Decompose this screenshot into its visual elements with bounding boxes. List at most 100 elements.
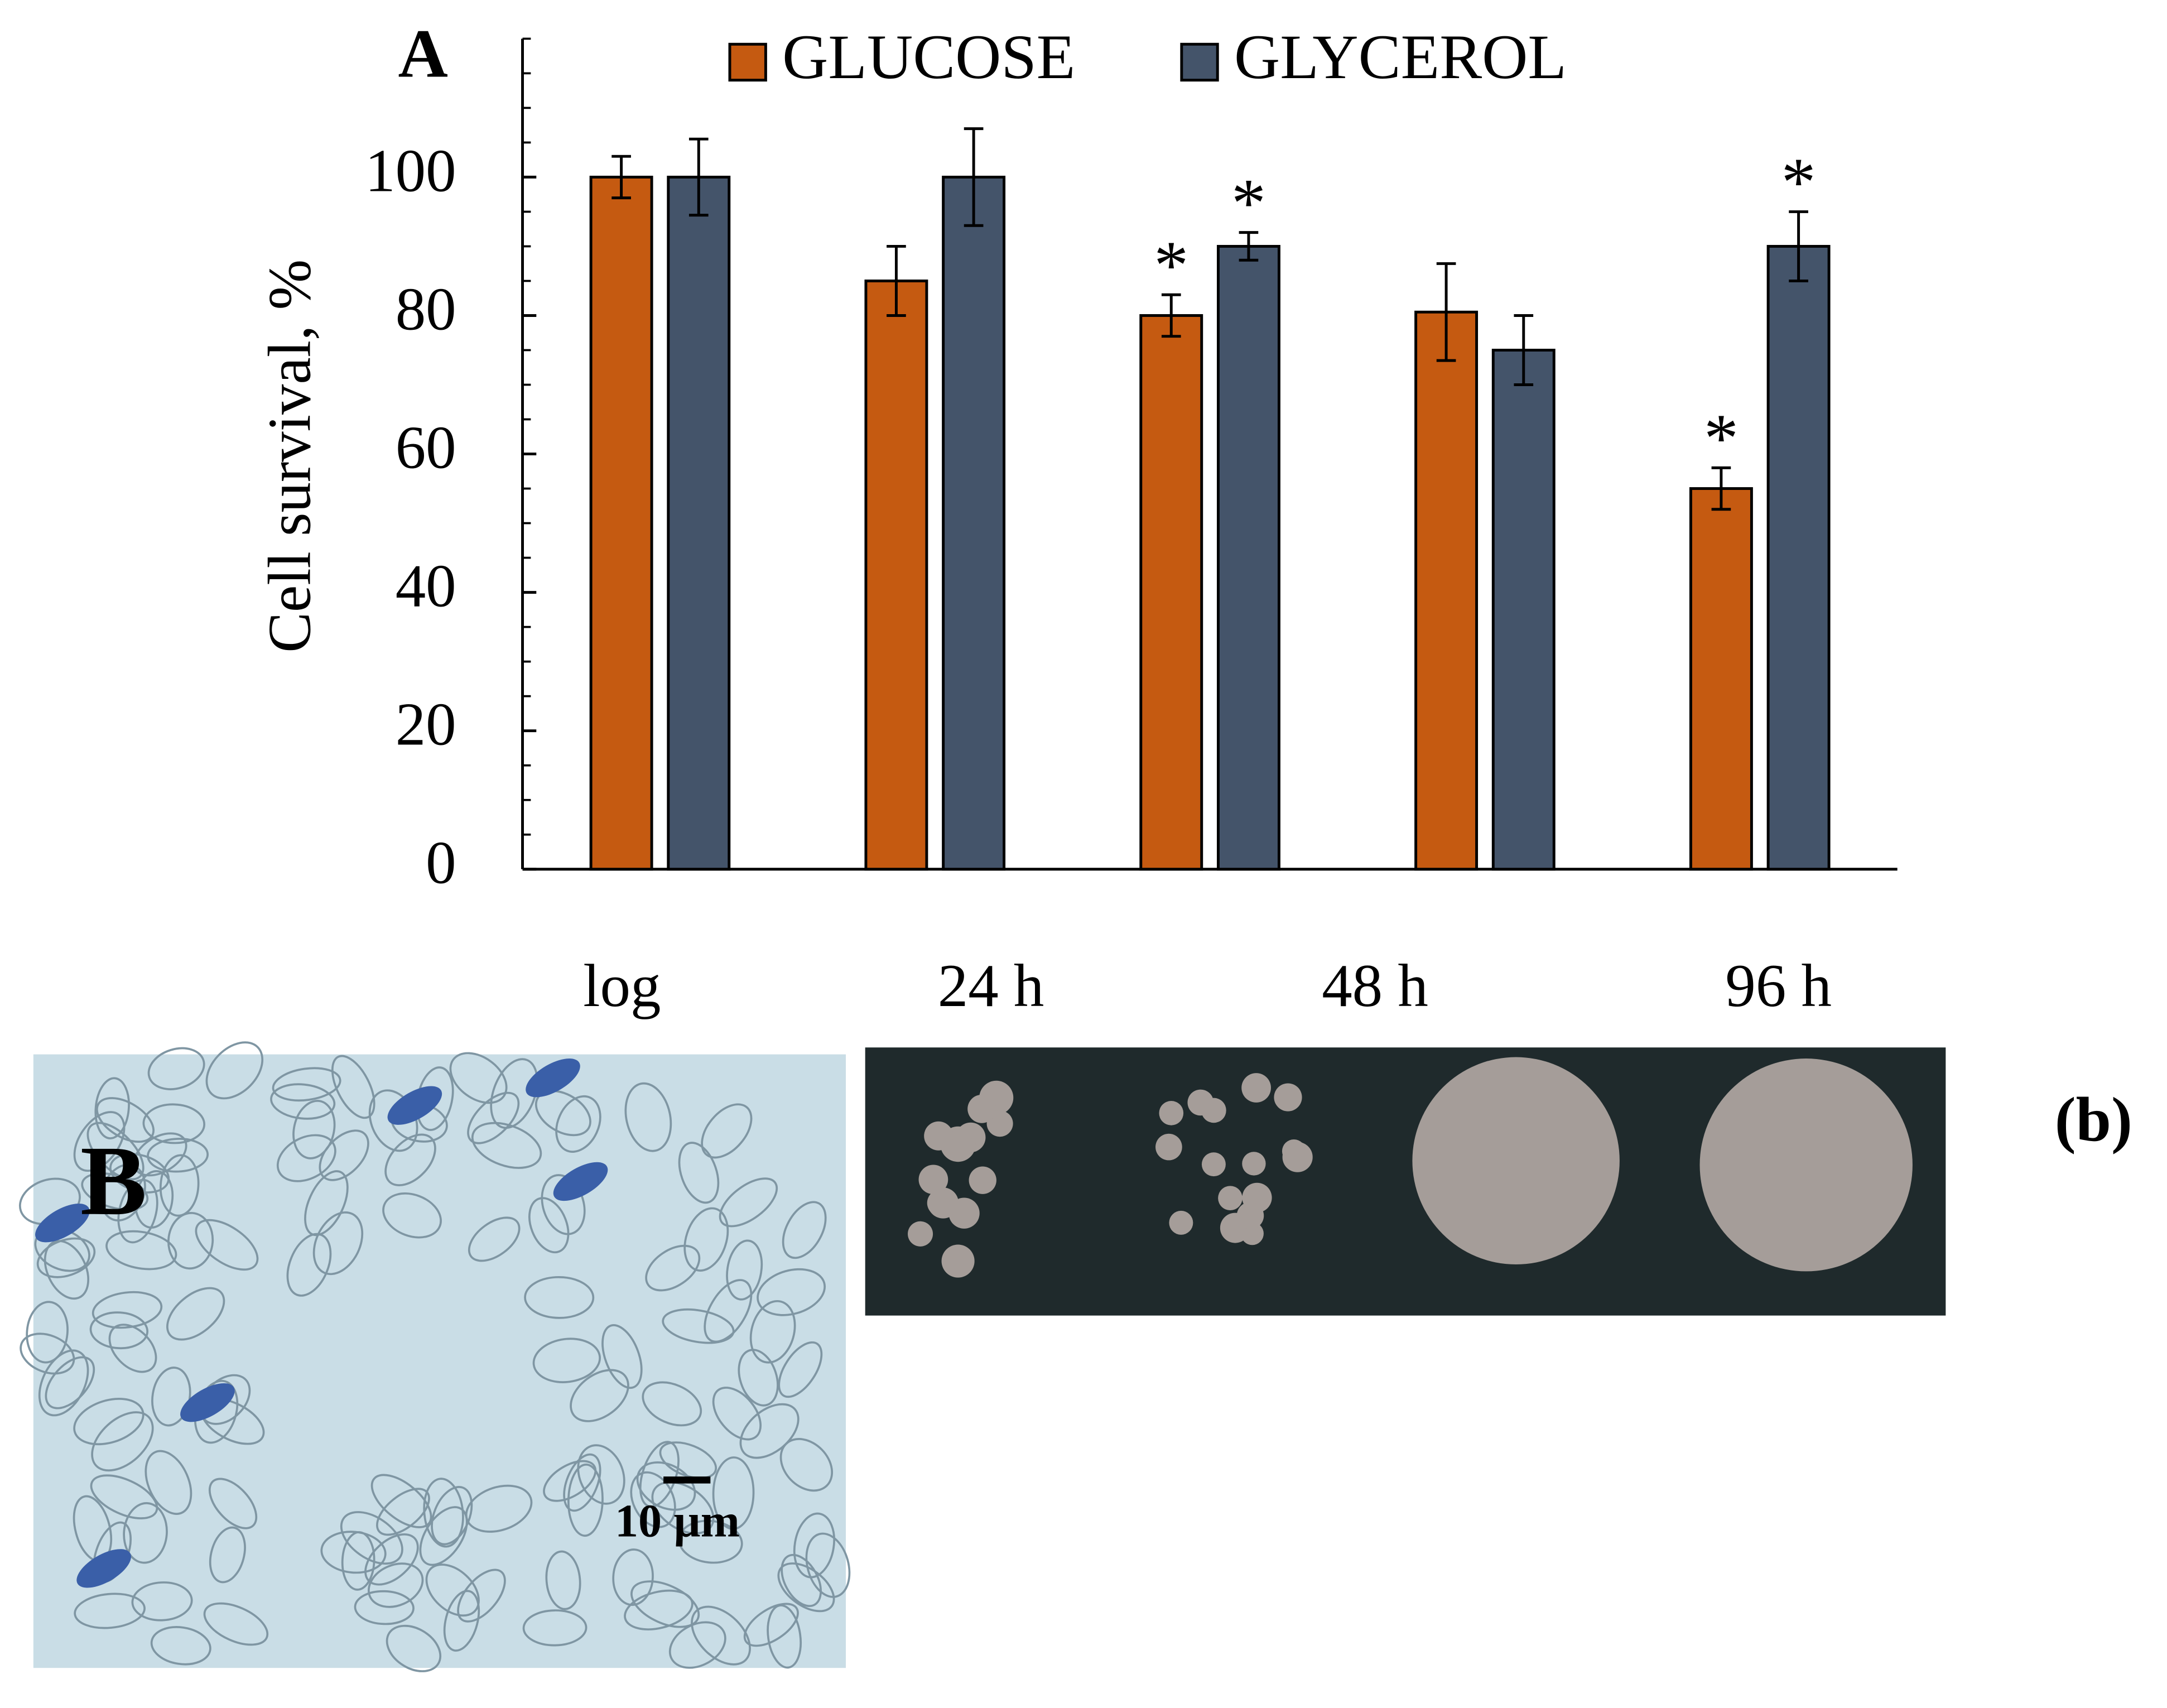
cells (18, 1041, 851, 1672)
colony (967, 1094, 996, 1123)
y-tick-label: 100 (365, 137, 456, 204)
cell (678, 1519, 743, 1564)
significance-marker: * (1781, 144, 1816, 220)
colony (1282, 1142, 1313, 1172)
cell (645, 1244, 701, 1292)
cell (467, 1091, 520, 1144)
chart-title: A (398, 15, 448, 92)
bar (864, 279, 928, 871)
cell (386, 1624, 442, 1672)
bar (1216, 244, 1280, 871)
cell (743, 1603, 799, 1647)
cell (145, 1450, 192, 1515)
cell (563, 1453, 601, 1512)
colony (927, 1190, 954, 1216)
stained-cell (387, 1086, 442, 1125)
legend-swatch (728, 42, 767, 82)
cell (134, 1170, 174, 1229)
plate (865, 1047, 1946, 1316)
cell (490, 1058, 538, 1129)
legend-label: GLYCEROL (1234, 21, 1567, 92)
stained-cell (76, 1549, 131, 1588)
cell (195, 1219, 259, 1271)
cell (105, 1230, 177, 1271)
cell (92, 1291, 163, 1329)
colony (1242, 1152, 1266, 1176)
cell (331, 1055, 375, 1119)
colony (1218, 1186, 1243, 1211)
cell (443, 1590, 480, 1652)
cell (757, 1268, 826, 1316)
cell (749, 1300, 796, 1364)
cell (701, 1103, 753, 1159)
cell (528, 1197, 570, 1254)
cell (272, 1067, 341, 1102)
cell (20, 1332, 75, 1375)
cell (532, 1337, 601, 1383)
cell (142, 1103, 205, 1144)
y-tick-label: 40 (396, 552, 456, 620)
cell (624, 1082, 672, 1152)
cell (123, 1502, 168, 1564)
y-tick-label: 80 (396, 275, 456, 343)
panel-label: B (80, 1125, 147, 1236)
cell (449, 1052, 508, 1104)
cell (779, 1438, 834, 1492)
cell (384, 1133, 436, 1186)
cell (719, 1177, 778, 1228)
cell (419, 1506, 468, 1566)
cell (524, 1276, 595, 1319)
bar (1414, 310, 1479, 871)
cell (73, 1111, 126, 1172)
cell (683, 1207, 729, 1272)
cell (642, 1381, 702, 1427)
cell (805, 1532, 851, 1598)
cell (292, 1100, 336, 1159)
y-axis-label: Cell survival, % (256, 259, 323, 653)
cell (545, 1550, 581, 1610)
colony (1241, 1073, 1271, 1103)
cell (370, 1474, 432, 1528)
colony (924, 1121, 954, 1151)
significance-marker: * (1154, 227, 1188, 304)
cell (73, 1398, 145, 1446)
cell (150, 1626, 211, 1666)
cell (117, 1178, 158, 1244)
colony (969, 1166, 996, 1194)
panel-label: (b) (2055, 1084, 2132, 1155)
cell (159, 1154, 200, 1217)
cell (425, 1563, 480, 1617)
cell (712, 1387, 762, 1441)
cell (354, 1590, 415, 1625)
cell (543, 1460, 597, 1502)
cell (312, 1211, 364, 1276)
cell (668, 1621, 726, 1669)
cell (781, 1553, 822, 1608)
cell (91, 1411, 154, 1472)
colony (1236, 1202, 1264, 1229)
cell (167, 1212, 214, 1270)
cell (636, 1461, 696, 1511)
cell (601, 1324, 643, 1389)
bar (1491, 349, 1556, 871)
cell (691, 1605, 751, 1666)
colony (948, 1197, 980, 1229)
bar (667, 175, 731, 871)
cell (468, 1216, 521, 1262)
cell (205, 1041, 264, 1100)
bar (1139, 314, 1203, 871)
colony (1155, 1133, 1182, 1161)
cell (286, 1233, 332, 1297)
colony (941, 1244, 975, 1278)
cell (431, 1486, 473, 1546)
cell (100, 1163, 146, 1221)
cell (94, 1077, 130, 1139)
colonies (908, 1057, 1913, 1278)
cell (276, 1134, 336, 1182)
y-tick-label: 0 (426, 829, 456, 897)
cell (793, 1512, 835, 1579)
colony (1169, 1210, 1193, 1235)
cell (209, 1526, 246, 1584)
